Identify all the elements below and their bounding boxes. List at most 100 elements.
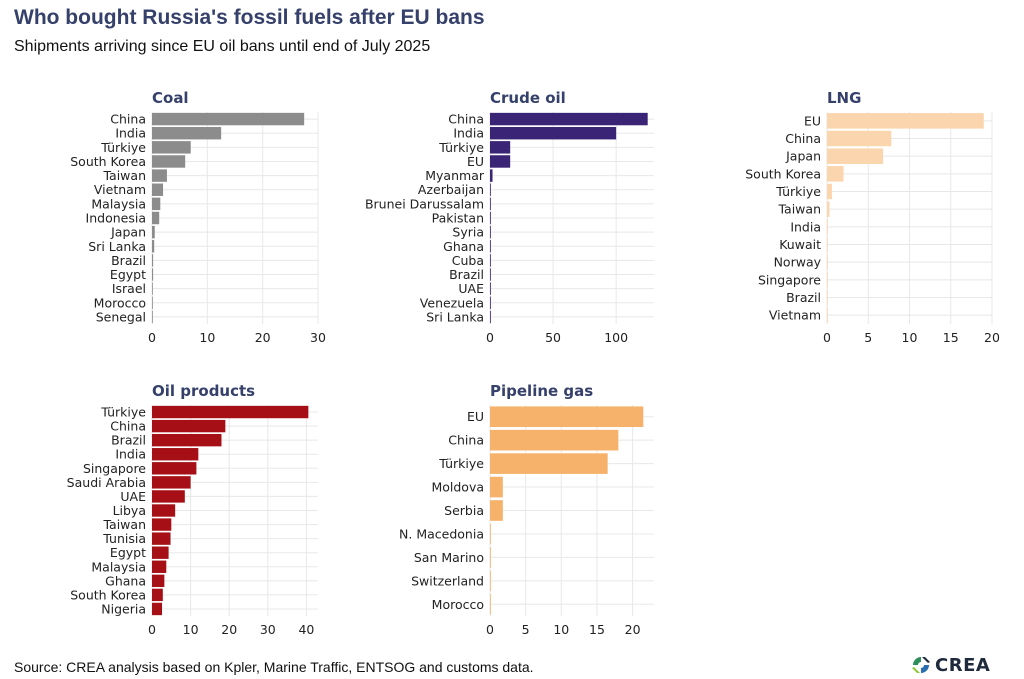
- lng-category-label: Japan: [785, 149, 821, 164]
- lng-bar-kuwait: [827, 236, 828, 253]
- oil-products-category-label: Egypt: [110, 545, 146, 560]
- oil-products-category-label: South Korea: [70, 587, 146, 602]
- oil-products-bar-malaysia: [152, 560, 167, 573]
- lng-bar-vietnam: [827, 307, 828, 323]
- crude-oil-x-tick-label: 50: [545, 330, 561, 345]
- pipeline-gas-category-label: China: [448, 433, 484, 448]
- coal-x-tick-label: 0: [148, 330, 156, 345]
- pipeline-gas-category-label: Türkiye: [438, 456, 484, 471]
- lng-bar-china: [827, 130, 892, 147]
- oil-products-bar-saudi-arabia: [152, 476, 191, 489]
- coal-bar-japan: [152, 225, 155, 239]
- oil-products-category-label: Taiwan: [102, 517, 146, 532]
- crude-oil-category-label: Cuba: [452, 253, 484, 268]
- crude-oil-bar-uae: [490, 282, 491, 295]
- coal-category-label: Egypt: [110, 267, 146, 282]
- lng-bar-t-rkiye: [827, 183, 832, 200]
- coal-bar-india: [152, 126, 222, 140]
- oil-products-panel-title: Oil products: [152, 382, 255, 400]
- crude-oil-bar-myanmar: [490, 169, 493, 182]
- coal-bar-china: [152, 112, 305, 126]
- coal-bar-t-rkiye: [152, 141, 191, 154]
- lng-category-label: Türkiye: [775, 184, 821, 199]
- coal-bar-malaysia: [152, 197, 161, 211]
- pipeline-gas-x-tick-label: 5: [522, 622, 530, 637]
- lng-bar-india: [827, 219, 828, 235]
- coal-bar-south-korea: [152, 155, 186, 168]
- crude-oil-category-label: Pakistan: [432, 211, 484, 226]
- oil-products-x-tick-label: 40: [298, 622, 314, 637]
- crea-logo-icon: [912, 657, 930, 673]
- crude-oil-category-label: Myanmar: [425, 168, 485, 183]
- oil-products-x-tick-label: 10: [183, 622, 199, 637]
- coal-category-label: Sri Lanka: [88, 239, 146, 254]
- coal-bar-vietnam: [152, 183, 164, 196]
- pipeline-gas-bar-morocco: [490, 593, 491, 615]
- crude-oil-category-label: Venezuela: [420, 295, 484, 310]
- coal-category-label: India: [115, 126, 146, 141]
- lng-category-label: India: [790, 219, 821, 234]
- crude-oil-x-tick-label: 0: [486, 330, 494, 345]
- oil-products-category-label: UAE: [120, 489, 146, 504]
- crude-oil-bar-syria: [490, 225, 491, 239]
- coal-category-label: South Korea: [70, 154, 146, 169]
- crude-oil-category-label: UAE: [458, 281, 484, 296]
- lng-panel-title: LNG: [827, 89, 861, 107]
- oil-products-bar-uae: [152, 490, 185, 503]
- crude-oil-x-tick-label: 100: [604, 330, 628, 345]
- oil-products-category-label: India: [115, 447, 146, 462]
- lng-category-label: South Korea: [745, 166, 821, 181]
- pipeline-gas-x-tick-label: 0: [486, 622, 494, 637]
- oil-products-bar-tunisia: [152, 532, 171, 545]
- oil-products-category-label: Brazil: [111, 433, 146, 448]
- crude-oil-bar-india: [490, 126, 617, 140]
- coal-category-label: Vietnam: [94, 182, 146, 197]
- coal-bar-morocco: [152, 296, 153, 310]
- oil-products-bar-t-rkiye: [152, 405, 309, 419]
- crude-oil-bar-azerbaijan: [490, 183, 491, 196]
- oil-products-category-label: Tunisia: [102, 531, 146, 546]
- coal-bar-brazil: [152, 254, 154, 267]
- pipeline-gas-category-label: Moldova: [431, 480, 484, 495]
- coal-category-label: Türkiye: [100, 140, 146, 155]
- crude-oil-bar-china: [490, 112, 648, 126]
- pipeline-gas-panel-title: Pipeline gas: [490, 382, 593, 400]
- crude-oil-bar-brazil: [490, 268, 491, 281]
- coal-bar-senegal: [152, 310, 153, 324]
- crude-oil-category-label: India: [453, 126, 484, 141]
- pipeline-gas-bar-t-rkiye: [490, 453, 608, 474]
- coal-category-label: Indonesia: [86, 211, 146, 226]
- crea-logo: CREA: [911, 653, 990, 677]
- oil-products-category-label: China: [110, 419, 146, 434]
- crude-oil-category-label: Ghana: [443, 239, 484, 254]
- pipeline-gas-bar-eu: [490, 406, 644, 428]
- lng-category-label: China: [785, 131, 821, 146]
- oil-products-x-tick-label: 30: [260, 622, 276, 637]
- pipeline-gas-category-label: San Marino: [414, 550, 484, 565]
- lng-x-tick-label: 15: [943, 330, 959, 345]
- oil-products-bar-india: [152, 448, 199, 461]
- lng-category-label: EU: [804, 113, 821, 128]
- coal-category-label: Taiwan: [102, 168, 146, 183]
- lng-x-tick-label: 0: [823, 330, 831, 345]
- lng-bar-singapore: [827, 272, 828, 288]
- lng-bar-taiwan: [827, 201, 830, 217]
- oil-products-x-tick-label: 0: [148, 622, 156, 637]
- lng-x-tick-label: 20: [984, 330, 1000, 345]
- coal-x-tick-label: 30: [310, 330, 326, 345]
- oil-products-category-label: Malaysia: [91, 559, 146, 574]
- lng-bar-south-korea: [827, 166, 844, 182]
- pipeline-gas-category-label: Morocco: [432, 597, 484, 612]
- crude-oil-category-label: Türkiye: [438, 140, 484, 155]
- coal-panel-title: Coal: [152, 89, 189, 107]
- lng-category-label: Vietnam: [769, 308, 821, 323]
- crude-oil-category-label: China: [448, 112, 484, 127]
- coal-bar-israel: [152, 282, 153, 295]
- crude-oil-bar-cuba: [490, 254, 491, 267]
- coal-x-tick-label: 20: [255, 330, 271, 345]
- pipeline-gas-category-label: N. Macedonia: [399, 526, 484, 541]
- crude-oil-category-label: Brunei Darussalam: [365, 196, 484, 211]
- oil-products-bar-taiwan: [152, 518, 172, 531]
- oil-products-category-label: Türkiye: [100, 405, 146, 420]
